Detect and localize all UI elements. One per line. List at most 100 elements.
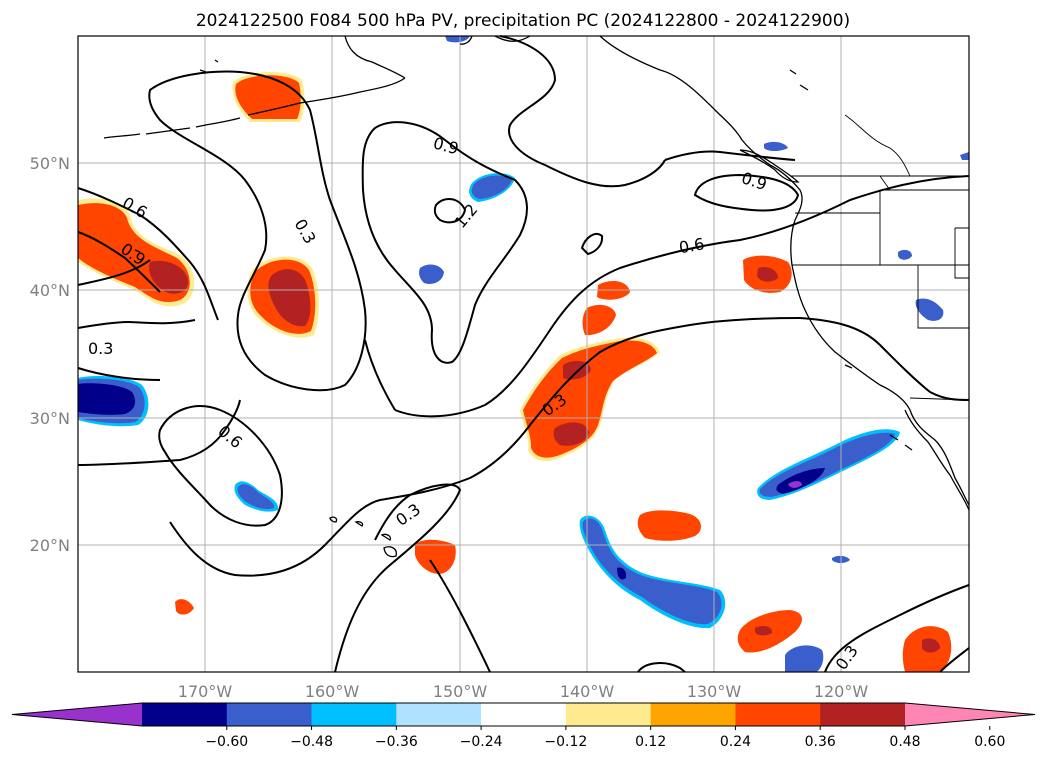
precip-patch [415,539,456,574]
colorbar-tick-label: −0.60 [205,734,248,750]
figure-title: 2024122500 F084 500 hPa PV, precipitatio… [196,11,850,31]
contour-line [334,483,462,673]
lat-axis-labels: 50°N 40°N 30°N 20°N [30,154,70,555]
contour-line [939,647,970,673]
colorbar [11,702,1036,727]
precip-patch [175,599,194,615]
lat-label: 30°N [30,409,70,428]
precip-patch [788,481,802,488]
lat-label: 50°N [30,154,70,173]
precip-patch [764,141,788,151]
contour-line [77,187,219,321]
lat-label: 40°N [30,281,70,300]
contour-line [374,494,411,541]
precip-patch [637,510,702,541]
colorbar-segment [142,703,228,726]
contour-label: 0.6 [678,234,706,257]
precip-patch [757,267,778,282]
border-canada-internal [844,114,911,177]
colorbar-ticks: −0.60 −0.48 −0.36 −0.24 −0.12 0.12 0.24 0.36 0.4… [205,726,1005,750]
border-wa-or [795,189,969,214]
border-ca-nv [917,265,969,329]
colorbar-segment [650,703,736,726]
contour-line [77,259,151,286]
lon-label: 140°W [560,682,615,701]
colorbar-tick-label: 0.36 [805,734,836,750]
precip-patch [960,152,969,160]
map-frame [77,35,970,673]
precip-patch [922,638,940,653]
contour-line [158,405,283,527]
contour-line [169,317,801,577]
contour-line [499,35,666,188]
precip-patch [898,249,912,260]
contour-line [77,231,161,293]
lon-label: 160°W [305,682,360,701]
precip-patch [553,422,589,446]
precip-patch [776,468,825,494]
contour-line [77,319,196,329]
contour-line [361,121,528,364]
contour-label: 0.3 [88,339,113,358]
lat-label: 20°N [30,536,70,555]
colorbar-extend-high [905,703,1035,726]
precip-patch [785,645,824,672]
precip-patch [445,36,470,43]
coastlines [103,35,970,558]
precip-patch [235,75,301,119]
colorbar-tick-label: −0.12 [544,734,587,750]
lon-label: 130°W [687,682,742,701]
contour-line [664,150,796,161]
contour-line [364,339,396,411]
contour-line [77,367,161,381]
lon-label: 150°W [433,682,488,701]
contour-line [148,70,367,392]
precip-positive-areas [78,71,952,672]
colorbar-tick-label: −0.24 [460,734,503,750]
precip-patch [755,625,773,636]
precip-patch [419,264,444,284]
colorbar-tick-label: −0.36 [375,734,418,750]
coastline-baja [904,409,970,511]
colorbar-segment [226,703,313,726]
contour-line [637,662,686,673]
precip-negative-areas [78,36,969,672]
colorbar-tick-label: 0.12 [635,734,666,750]
contour-line [580,232,604,256]
colorbar-tick-label: 0.60 [974,734,1005,750]
precip-patch [471,175,512,199]
precip-patch [78,383,136,415]
lon-label: 120°W [814,682,869,701]
contour-line [824,584,970,673]
hawaii-islands [329,516,397,558]
colorbar-segment [820,703,906,726]
precip-patch [617,567,627,580]
border-nevada-utah [954,227,969,279]
precip-patch [915,298,944,321]
colorbar-segment [481,703,567,726]
precip-patch [237,484,275,510]
colorbar-tick-label: 0.48 [889,734,920,750]
map-area [78,36,969,672]
colorbar-outline [11,702,1036,727]
colorbar-tick-label: 0.24 [720,734,751,750]
colorbar-extend-low [12,703,142,726]
precip-patch [582,518,722,625]
lon-label: 170°W [178,682,233,701]
colorbar-segment [311,703,397,726]
contour-line [394,175,970,418]
graticule [78,36,969,672]
coastline-canada-bc [599,35,803,221]
pv-contours [77,35,970,673]
precip-patch [582,304,616,336]
small-islands [134,59,913,451]
precip-patch [268,269,311,327]
colorbar-segment [565,703,652,726]
colorbar-segment [735,703,821,726]
contour-line [433,198,467,224]
coastline-alaska-aleutians [103,35,531,139]
colorbar-segment [396,703,482,726]
contour-line [693,173,800,212]
precip-patch [149,260,189,294]
